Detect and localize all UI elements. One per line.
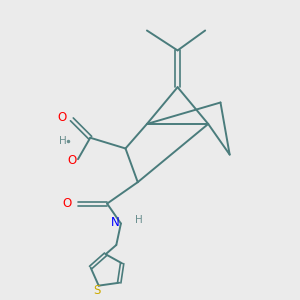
Text: O: O (63, 197, 72, 210)
Text: H: H (59, 136, 67, 146)
Text: H: H (135, 215, 142, 226)
Text: S: S (94, 284, 101, 297)
Text: O: O (57, 111, 66, 124)
Text: O: O (67, 154, 76, 167)
Text: N: N (111, 215, 119, 229)
